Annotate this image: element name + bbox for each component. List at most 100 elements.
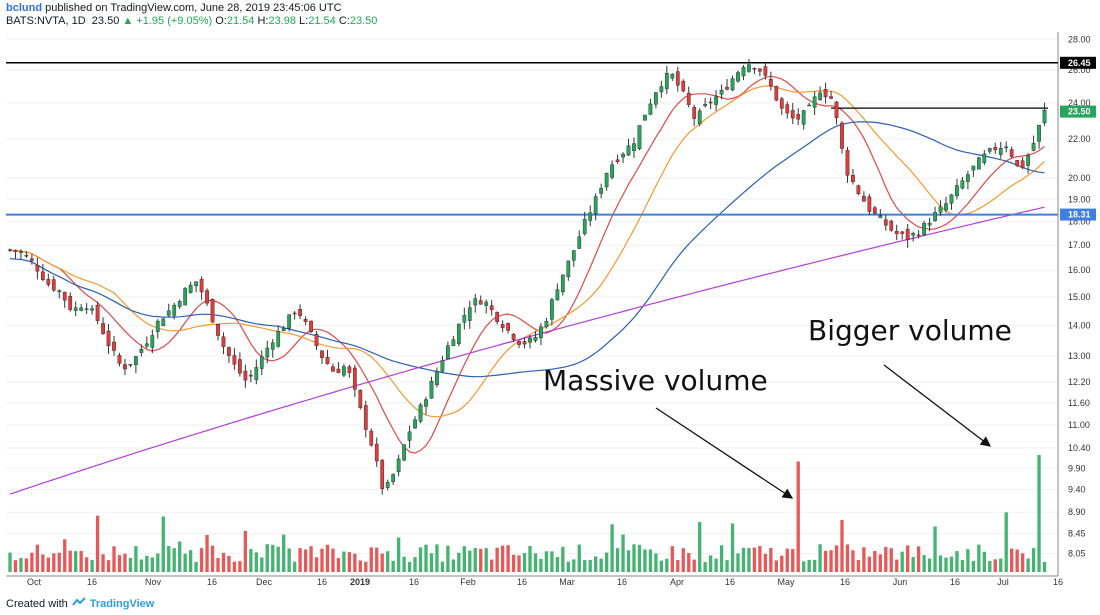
volume-bar [643,549,647,572]
volume-bar [161,516,165,572]
candle-body [413,419,417,429]
candle-body [774,85,779,101]
price-tick: 13.00 [1068,351,1091,361]
time-tick: Jun [893,577,908,587]
candle-body [911,233,916,236]
volume-bar [156,553,160,572]
volume-bar [1026,558,1030,572]
candle-body [199,278,204,293]
footer-brand[interactable]: TradingView [89,597,155,610]
volume-bar [276,546,280,572]
candle-body [1004,146,1009,149]
time-axis: Oct 16 Nov 16 Dec 16 2019 16 Feb 16 Mar 16 Apr 16 May 1… [27,577,1063,587]
price-tick: 11.00 [1068,420,1090,430]
volume-bar [561,546,565,572]
price-label-bg [1060,56,1096,69]
candle-body [1031,142,1036,151]
candle-body [79,307,84,311]
time-tick: 16 [840,577,850,587]
price-tick: 24.00 [1068,98,1091,108]
candle-body [982,153,987,163]
time-tick: May [777,577,795,587]
candle-body [883,219,888,226]
candle-body [407,431,412,441]
high-value: 23.98 [268,15,296,27]
candle-body [155,320,160,332]
price-tick: 14.00 [1068,320,1091,330]
candle-body [976,157,981,170]
horizontal-lines [6,62,1058,216]
candle-body [768,78,773,87]
volume-bar [949,556,954,572]
candle-body [402,444,406,461]
volume-bar [785,548,789,572]
time-tick: Dec [256,577,273,587]
candle-body [112,341,116,351]
candle-body [621,153,625,158]
volume-bar [309,546,313,572]
candle-body [117,355,122,364]
candle-body [949,194,954,204]
candle-body [894,231,899,235]
volume-bar [347,552,352,572]
candle-body [703,103,708,107]
symbol: BATS:NVTA, 1D [6,15,86,27]
volume-bar [511,554,516,572]
publish-info: bclund published on TradingView.com, Jun… [6,2,342,14]
price-label-bg [1060,105,1096,118]
candle-body [550,299,554,320]
volume-bar [900,551,904,572]
time-tick: Nov [145,577,162,587]
low-label: L: [299,15,309,27]
candle-body [664,73,669,89]
candle-body [993,146,998,151]
candle-body [473,298,478,306]
candle-body [385,482,390,488]
volume-bar [583,560,587,572]
candle-body [708,101,713,104]
price-tick: 9.90 [1068,463,1086,473]
volume-bar [128,557,133,572]
volume-bar [999,558,1003,572]
candle-body [478,300,483,305]
volume-bar [35,544,40,572]
volume-bar [342,551,346,572]
volume-bar [884,547,888,572]
volume-bar [982,551,986,572]
candle-body [19,251,23,253]
volume-bar [550,551,554,572]
close-label: C: [338,15,350,27]
candle-body [851,174,855,182]
candle-body [960,180,965,189]
volume-bar [971,560,976,572]
candle-body [944,203,948,211]
candle-body [418,404,423,422]
volume-bar [988,560,992,572]
candle-body [1015,160,1020,166]
candle-body [840,122,844,149]
candle-body [177,301,182,307]
candle-body [183,288,188,306]
candle-body [697,110,702,124]
price-tick: 12.20 [1068,377,1091,387]
candle-body [632,143,636,152]
candle-body [648,103,653,115]
volume-bar [336,558,341,572]
candle-body [172,304,177,316]
candle-body [194,281,198,287]
price-change: ▲ +1.95 (+9.05%) [122,15,213,27]
candle-body [57,290,62,293]
author-name[interactable]: bclund [6,2,43,14]
candle-body [243,370,248,381]
volume-bar [670,546,674,572]
price-tick: 22.00 [1068,134,1091,144]
candle-body [144,343,149,347]
volume-bar [57,552,61,572]
volume-bar [117,555,122,572]
volume-bar [648,549,653,572]
volume-bar [254,552,258,572]
volume-bar [500,545,505,572]
candle-body [150,335,155,348]
volume-bar [63,539,67,572]
